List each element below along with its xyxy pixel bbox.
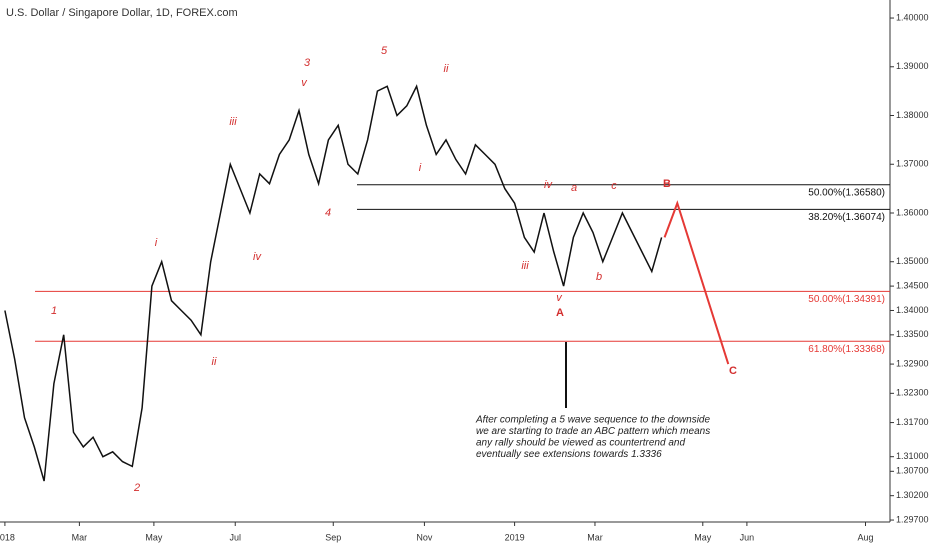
x-tick-label: 2019 [505,532,525,542]
x-tick-label: Nov [416,532,433,542]
y-tick-label: 1.32900 [896,358,929,368]
y-tick-label: 1.31700 [896,417,929,427]
y-tick-label: 1.34000 [896,305,929,315]
wave-label: ii [444,63,449,75]
x-tick-label: May [145,532,163,542]
wave-label: 4 [325,207,331,219]
y-tick-label: 1.34500 [896,280,929,290]
y-tick-label: 1.30700 [896,466,929,476]
fib-label: 50.00%(1.36580) [808,187,885,198]
y-tick-label: 1.29700 [896,514,929,524]
x-tick-label: Jul [229,532,241,542]
fib-label: 38.20%(1.36074) [808,212,885,223]
y-tick-label: 1.39000 [896,61,929,71]
price-line [4,84,663,482]
y-tick-label: 1.40000 [896,12,929,22]
wave-label: a [571,182,577,194]
wave-label: 5 [381,45,388,57]
wave-label: iii [521,260,529,272]
x-tick-label: Sep [325,532,341,542]
annotation: eventually see extensions towards 1.3336 [476,449,662,460]
wave-label: C [729,365,737,377]
wave-label: 3 [304,57,311,69]
x-tick-label: Aug [857,532,873,542]
wave-label: v [556,292,563,304]
wave-label: c [611,180,617,192]
wave-label: b [596,271,602,283]
wave-label: ii [212,356,217,368]
fib-label: 50.00%(1.34391) [808,294,885,305]
x-tick-label: 2018 [0,532,15,542]
y-tick-label: 1.33500 [896,329,929,339]
wave-label: 2 [133,482,140,494]
annotation: we are starting to trade an ABC pattern … [476,426,710,437]
projection [663,200,730,365]
annotation: After completing a 5 wave sequence to th… [475,415,710,426]
y-tick-label: 1.38000 [896,110,929,120]
wave-label: v [301,77,308,89]
wave-label: iii [229,116,237,128]
y-tick-label: 1.32300 [896,388,929,398]
fib-label: 61.80%(1.33368) [808,344,885,355]
y-tick-label: 1.37000 [896,159,929,169]
chart-title: U.S. Dollar / Singapore Dollar, 1D, FORE… [6,7,238,19]
wave-label: A [556,307,564,319]
wave-label: i [155,237,158,249]
wave-label: 1 [51,305,57,317]
wave-label: iv [544,179,553,191]
annotation: any rally should be viewed as countertre… [476,438,685,449]
y-tick-label: 1.30200 [896,490,929,500]
x-tick-label: Jun [740,532,755,542]
x-tick-label: Mar [587,532,603,542]
wave-label: B [663,178,671,190]
wave-label: iv [253,251,262,263]
x-tick-label: Mar [72,532,88,542]
y-tick-label: 1.36000 [896,207,929,217]
y-tick-label: 1.35000 [896,256,929,266]
x-tick-label: May [694,532,712,542]
wave-label: i [419,162,422,174]
y-tick-label: 1.31000 [896,451,929,461]
